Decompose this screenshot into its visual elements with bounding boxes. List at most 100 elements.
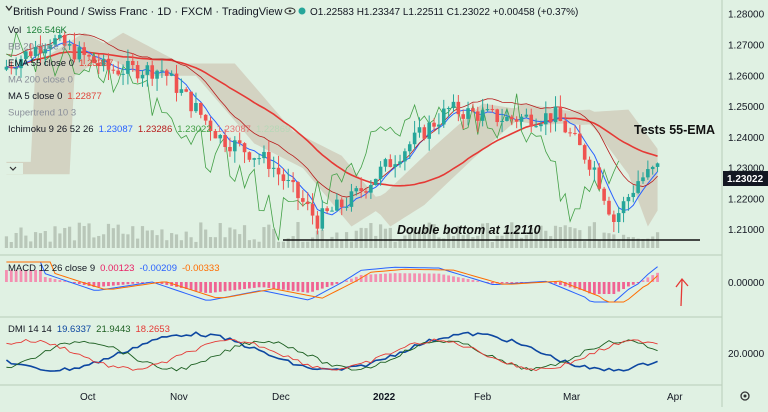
macd-histogram-bar: [423, 273, 426, 282]
volume-bar: [78, 223, 81, 248]
volume-bar: [282, 242, 285, 248]
volume-bar: [5, 236, 8, 248]
legend-collapse-button[interactable]: [5, 163, 23, 174]
volume-bar: [525, 235, 528, 248]
volume-bar: [39, 233, 42, 248]
macd-histogram-bar: [472, 280, 475, 282]
macd-histogram-bar: [253, 282, 256, 288]
macd-histogram-bar: [311, 282, 314, 292]
volume-bar: [15, 233, 18, 248]
volume-bar: [651, 236, 654, 248]
volume-bar: [374, 236, 377, 248]
volume-bar: [219, 223, 222, 248]
ohlc-readout: O1.22583 H1.23347 L1.22511 C1.23022 +0.0…: [310, 7, 578, 18]
volume-bar: [277, 242, 280, 248]
price-tick: 1.21000: [728, 225, 765, 236]
volume-bar: [369, 223, 372, 248]
macd-histogram-bar: [214, 282, 217, 292]
last-price-text: 1.23022: [727, 174, 764, 185]
macd-histogram-bar: [399, 273, 402, 282]
macd-histogram-bar: [447, 275, 450, 282]
volume-bar: [578, 230, 581, 248]
macd-histogram-bar: [282, 282, 285, 290]
price-tick: 1.26000: [728, 71, 765, 82]
macd-histogram-bar: [554, 282, 557, 284]
macd-histogram-bar: [58, 280, 61, 282]
time-label-mar: Mar: [563, 392, 581, 403]
macd-histogram-bar: [408, 273, 411, 282]
volume-bar: [10, 242, 13, 248]
macd-histogram-bar: [462, 278, 465, 282]
macd-histogram-bar: [433, 274, 436, 282]
volume-bar: [491, 242, 494, 248]
macd-histogram-bar: [117, 282, 120, 285]
volume-bar: [389, 228, 392, 248]
macd-histogram-bar: [326, 282, 329, 287]
volume-bar: [326, 240, 329, 248]
volume-bar: [243, 225, 246, 248]
symbol-title: British Pound / Swiss Franc · 1D · FXCM …: [13, 6, 282, 18]
time-label-oct: Oct: [80, 392, 96, 403]
volume-bar: [97, 236, 100, 248]
macd-histogram-bar: [195, 282, 198, 291]
macd-histogram-bar: [112, 282, 115, 286]
macd-histogram-bar: [418, 273, 421, 282]
macd-histogram-bar: [243, 282, 246, 289]
macd-histogram-bar: [238, 282, 241, 290]
indicator-ma200-label: MA 200 close 0: [8, 75, 73, 86]
volume-bar: [73, 240, 76, 248]
price-tick: 1.22000: [728, 194, 765, 205]
macd-histogram-bar: [297, 282, 300, 292]
time-label-2022: 2022: [373, 392, 396, 403]
macd-histogram-bar: [467, 279, 470, 282]
volume-bar: [437, 237, 440, 248]
volume-bar: [117, 225, 120, 248]
tests-ema-label: Tests 55-EMA: [634, 123, 715, 137]
volume-bar: [185, 232, 188, 248]
volume-bar: [19, 228, 22, 248]
volume-bar: [627, 237, 630, 248]
volume-bar: [267, 225, 270, 248]
macd-histogram-bar: [598, 282, 601, 294]
macd-histogram-bar: [272, 282, 275, 289]
macd-histogram-bar: [617, 282, 620, 292]
macd-histogram-bar: [656, 273, 659, 282]
volume-bar: [199, 222, 202, 248]
volume-bar: [471, 237, 474, 248]
volume-bar: [573, 228, 576, 248]
volume-bar: [379, 224, 382, 248]
macd-histogram-bar: [501, 282, 504, 283]
volume-bar: [141, 226, 144, 248]
volume-bar: [194, 242, 197, 248]
macd-histogram-bar: [78, 282, 81, 284]
volume-bar: [151, 230, 154, 248]
macd-histogram-bar: [612, 282, 615, 294]
macd-histogram-bar: [335, 282, 338, 284]
macd-histogram-bar: [248, 282, 251, 288]
macd-histogram-bar: [321, 282, 324, 289]
macd-histogram-bar: [442, 275, 445, 282]
macd-histogram-bar: [593, 282, 596, 294]
volume-bar: [253, 239, 256, 248]
volume-bar: [500, 236, 503, 248]
volume-bar: [107, 224, 110, 248]
volume-bar: [34, 232, 37, 248]
volume-bar: [262, 227, 265, 248]
macd-histogram-bar: [510, 282, 513, 283]
price-tick: 1.28000: [728, 10, 765, 21]
macd-histogram-bar: [102, 282, 105, 287]
volume-bar: [598, 240, 601, 248]
macd-histogram-bar: [559, 282, 562, 285]
macd-histogram-bar: [438, 274, 441, 282]
time-label-dec: Dec: [272, 392, 290, 403]
volume-bar: [403, 235, 406, 248]
macd-histogram-bar: [403, 273, 406, 282]
macd-histogram-bar: [608, 282, 611, 294]
macd-histogram-bar: [190, 282, 193, 290]
macd-histogram-bar: [44, 277, 47, 282]
